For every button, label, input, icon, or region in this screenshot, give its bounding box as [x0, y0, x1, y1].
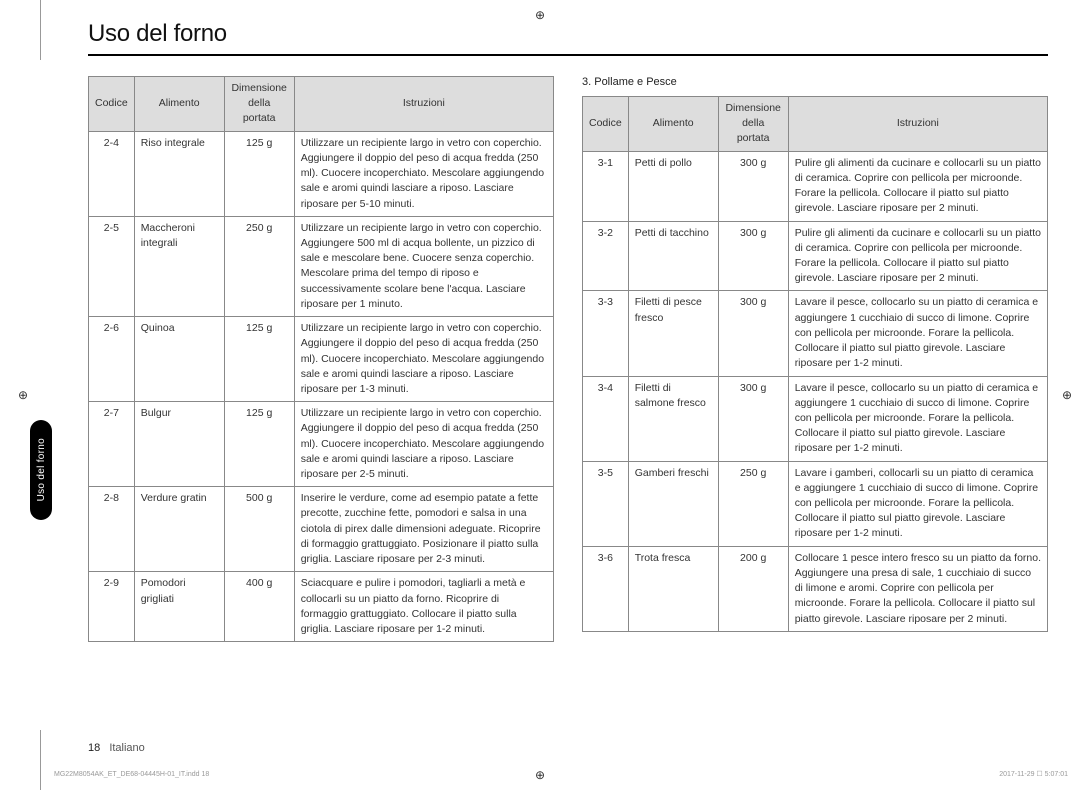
cell-food: Maccheroni integrali — [134, 216, 224, 316]
cell-instr: Inserire le verdure, come ad esempio pat… — [294, 487, 553, 572]
cell-food: Filetti di salmone fresco — [628, 376, 718, 461]
table-left: Codice Alimento Dimensione della portata… — [88, 76, 554, 642]
cell-size: 500 g — [224, 487, 294, 572]
cell-food: Bulgur — [134, 402, 224, 487]
page-footer: 18 Italiano — [88, 742, 145, 754]
cell-code: 3-1 — [583, 151, 629, 221]
table-row: 3-4Filetti di salmone fresco300 gLavare … — [583, 376, 1048, 461]
cell-food: Gamberi freschi — [628, 461, 718, 546]
th-code: Codice — [583, 97, 629, 152]
cell-food: Petti di tacchino — [628, 221, 718, 291]
cell-instr: Pulire gli alimenti da cucinare e colloc… — [788, 221, 1047, 291]
side-tab: Uso del forno — [30, 420, 52, 520]
cell-instr: Lavare il pesce, collocarlo su un piatto… — [788, 376, 1047, 461]
cell-code: 2-6 — [89, 317, 135, 402]
table-row: 3-1Petti di pollo300 gPulire gli aliment… — [583, 151, 1048, 221]
imprint-right: 2017-11-29 ☐ 5:07:01 — [999, 770, 1068, 778]
table-row: 3-5Gamberi freschi250 gLavare i gamberi,… — [583, 461, 1048, 546]
cell-instr: Utilizzare un recipiente largo in vetro … — [294, 216, 553, 316]
cell-instr: Lavare il pesce, collocarlo su un piatto… — [788, 291, 1047, 376]
table-row: 3-2Petti di tacchino300 gPulire gli alim… — [583, 221, 1048, 291]
cell-code: 2-7 — [89, 402, 135, 487]
cell-size: 300 g — [718, 376, 788, 461]
table-row: 3-3Filetti di pesce fresco300 gLavare il… — [583, 291, 1048, 376]
cell-size: 125 g — [224, 131, 294, 216]
crop-line-tl — [40, 0, 41, 60]
th-size: Dimensione della portata — [224, 77, 294, 132]
cell-size: 200 g — [718, 546, 788, 631]
cell-code: 3-5 — [583, 461, 629, 546]
columns-wrap: Codice Alimento Dimensione della portata… — [88, 76, 1048, 642]
left-column: Codice Alimento Dimensione della portata… — [88, 76, 554, 642]
page-content: Uso del forno Codice Alimento Dimensione… — [88, 20, 1048, 760]
th-size: Dimensione della portata — [718, 97, 788, 152]
page-number: 18 — [88, 742, 100, 754]
cell-food: Verdure gratin — [134, 487, 224, 572]
table-row: 2-8Verdure gratin500 gInserire le verdur… — [89, 487, 554, 572]
side-tab-label: Uso del forno — [36, 438, 47, 501]
th-food: Alimento — [134, 77, 224, 132]
cell-size: 300 g — [718, 151, 788, 221]
cell-instr: Lavare i gamberi, collocarli su un piatt… — [788, 461, 1047, 546]
section-heading: 3. Pollame e Pesce — [582, 76, 1048, 88]
table-row: 2-6Quinoa125 gUtilizzare un recipiente l… — [89, 317, 554, 402]
cell-instr: Utilizzare un recipiente largo in vetro … — [294, 402, 553, 487]
cell-food: Trota fresca — [628, 546, 718, 631]
page-title: Uso del forno — [88, 20, 1048, 56]
cell-code: 2-5 — [89, 216, 135, 316]
th-instr: Istruzioni — [294, 77, 553, 132]
imprint-left: MG22M8054AK_ET_DE68-04445H-01_IT.indd 18 — [54, 771, 209, 778]
th-instr: Istruzioni — [788, 97, 1047, 152]
cell-code: 3-3 — [583, 291, 629, 376]
table-header-row: Codice Alimento Dimensione della portata… — [583, 97, 1048, 152]
cell-instr: Pulire gli alimenti da cucinare e colloc… — [788, 151, 1047, 221]
cell-food: Pomodori grigliati — [134, 572, 224, 642]
cell-food: Riso integrale — [134, 131, 224, 216]
th-code: Codice — [89, 77, 135, 132]
cell-code: 3-4 — [583, 376, 629, 461]
cell-instr: Utilizzare un recipiente largo in vetro … — [294, 317, 553, 402]
cell-food: Quinoa — [134, 317, 224, 402]
crop-mark-right: ⊕ — [1062, 388, 1072, 402]
cell-instr: Sciacquare e pulire i pomodori, tagliarl… — [294, 572, 553, 642]
cell-instr: Collocare 1 pesce intero fresco su un pi… — [788, 546, 1047, 631]
crop-mark-left: ⊕ — [18, 388, 28, 402]
cell-size: 250 g — [224, 216, 294, 316]
cell-size: 400 g — [224, 572, 294, 642]
th-food: Alimento — [628, 97, 718, 152]
table-right: Codice Alimento Dimensione della portata… — [582, 96, 1048, 632]
crop-mark-bottom: ⊕ — [535, 768, 545, 782]
cell-code: 3-2 — [583, 221, 629, 291]
cell-food: Petti di pollo — [628, 151, 718, 221]
table-row: 2-7Bulgur125 gUtilizzare un recipiente l… — [89, 402, 554, 487]
table-row: 3-6Trota fresca200 gCollocare 1 pesce in… — [583, 546, 1048, 631]
cell-size: 125 g — [224, 317, 294, 402]
right-column: 3. Pollame e Pesce Codice Alimento Dimen… — [582, 76, 1048, 642]
cell-code: 2-4 — [89, 131, 135, 216]
cell-instr: Utilizzare un recipiente largo in vetro … — [294, 131, 553, 216]
cell-code: 2-9 — [89, 572, 135, 642]
crop-line-bl — [40, 730, 41, 790]
cell-size: 300 g — [718, 291, 788, 376]
table-row: 2-4Riso integrale125 gUtilizzare un reci… — [89, 131, 554, 216]
cell-food: Filetti di pesce fresco — [628, 291, 718, 376]
cell-size: 125 g — [224, 402, 294, 487]
table-header-row: Codice Alimento Dimensione della portata… — [89, 77, 554, 132]
table-row: 2-9Pomodori grigliati400 gSciacquare e p… — [89, 572, 554, 642]
cell-code: 2-8 — [89, 487, 135, 572]
cell-code: 3-6 — [583, 546, 629, 631]
cell-size: 250 g — [718, 461, 788, 546]
table-row: 2-5Maccheroni integrali250 gUtilizzare u… — [89, 216, 554, 316]
cell-size: 300 g — [718, 221, 788, 291]
page-lang: Italiano — [109, 742, 144, 754]
